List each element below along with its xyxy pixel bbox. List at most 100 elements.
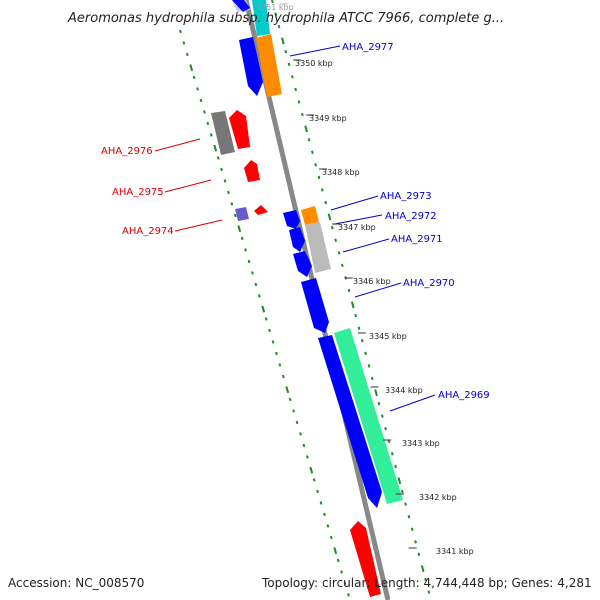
gc-dot-inner xyxy=(320,188,324,192)
kbp-tick-labels: 3351 kbp 3350 kbp 3349 kbp 3348 kbp 3347… xyxy=(256,3,474,556)
gene-feature-ahA-2977[interactable] xyxy=(239,37,263,96)
gc-dot-inner xyxy=(314,163,318,167)
topology-summary: Topology: circular; Length: 4,744,448 bp… xyxy=(261,576,592,590)
gene-feature-gray[interactable] xyxy=(211,111,235,155)
gene-feature-ahA-2971[interactable] xyxy=(293,251,312,277)
gene-feature-top-blue[interactable] xyxy=(232,0,250,12)
label-ahA-2969[interactable]: AHA_2969 xyxy=(438,390,490,401)
gc-dot-outer xyxy=(247,259,251,264)
gc-dot-outer xyxy=(305,455,309,459)
gc-dot-inner xyxy=(337,251,341,255)
gc-dot-outer xyxy=(343,581,347,586)
gc-dot-outer xyxy=(203,110,206,114)
leader-ahA-2970 xyxy=(354,282,402,298)
gc-dot-inner xyxy=(394,464,397,469)
gc-dot-inner xyxy=(410,527,414,531)
tick-label-3350: 3350 kbp xyxy=(295,59,333,68)
label-ahA-2977[interactable]: AHA_2977 xyxy=(342,42,394,53)
tick-label-3347: 3347 kbp xyxy=(338,223,376,232)
gene-feature-ahA-2974-a[interactable] xyxy=(235,207,249,221)
gc-dot-outer xyxy=(233,213,237,218)
label-ahA-2975[interactable]: AHA_2975 xyxy=(112,187,164,198)
gc-dot-outer xyxy=(223,179,227,183)
gc-dot-outer xyxy=(326,524,330,528)
gc-dot-outer xyxy=(261,305,266,313)
gc-dot-inner xyxy=(307,137,311,142)
gc-dot-inner xyxy=(367,364,371,368)
gc-dot-inner xyxy=(297,100,301,104)
gene-feature-ahA-2969-green[interactable] xyxy=(334,328,403,504)
gc-content-tracks xyxy=(179,0,431,597)
leader-ahA-2976 xyxy=(154,138,201,152)
gc-dot-inner xyxy=(310,150,314,154)
gc-dot-outer xyxy=(295,420,299,425)
gc-dot-outer xyxy=(292,409,295,413)
gc-dot-inner xyxy=(400,489,404,494)
gene-feature-orange-top[interactable] xyxy=(256,34,282,97)
gc-dot-outer xyxy=(227,190,230,195)
gc-dot-inner xyxy=(390,452,394,456)
gene-feature-ahA-2975[interactable] xyxy=(244,160,260,182)
leader-ahA-2977 xyxy=(289,45,341,57)
gc-dot-inner xyxy=(397,477,402,485)
gc-dot-inner xyxy=(284,50,288,54)
gc-dot-outer xyxy=(323,512,326,517)
tick-label-3342: 3342 kbp xyxy=(419,493,457,502)
gc-dot-inner xyxy=(360,339,364,343)
label-ahA-2976[interactable]: AHA_2976 xyxy=(101,146,153,157)
leader-ahA-2974 xyxy=(174,219,223,232)
leader-ahA-2975 xyxy=(164,179,212,193)
gene-feature-ahA-2976[interactable] xyxy=(229,110,250,149)
gc-dot-inner xyxy=(364,351,367,356)
gc-dot-inner xyxy=(317,175,321,180)
gc-dot-inner xyxy=(404,502,407,506)
leader-ahA-2971 xyxy=(342,238,390,253)
label-leader-lines xyxy=(154,45,436,412)
gc-dot-outer xyxy=(192,75,196,80)
gc-dot-inner xyxy=(427,590,431,594)
forward-strand-features xyxy=(232,0,403,508)
gc-dot-inner xyxy=(354,313,357,318)
gc-dot-outer xyxy=(254,282,258,287)
kbp-tick-marks xyxy=(279,3,417,549)
label-ahA-2970[interactable]: AHA_2970 xyxy=(403,278,455,289)
gc-dot-outer xyxy=(271,340,275,344)
gene-feature-bottom-red[interactable] xyxy=(350,521,381,597)
gc-dot-inner xyxy=(340,263,344,268)
gc-dot-outer xyxy=(336,558,340,563)
gene-feature-ahA-2974-b[interactable] xyxy=(254,205,268,215)
gene-feature-ahA-2972[interactable] xyxy=(289,227,305,252)
gc-dot-inner xyxy=(384,426,387,431)
label-ahA-2971[interactable]: AHA_2971 xyxy=(391,234,443,245)
gc-dot-outer xyxy=(288,397,292,402)
label-ahA-2973[interactable]: AHA_2973 xyxy=(380,191,432,202)
label-ahA-2972[interactable]: AHA_2972 xyxy=(385,211,437,222)
map-title: Aeromonas hydrophila subsp. hydrophila A… xyxy=(67,11,504,26)
gc-dot-outer xyxy=(319,501,323,505)
gc-dot-outer xyxy=(347,593,350,597)
gene-feature-ahA-2969-blue[interactable] xyxy=(318,335,382,508)
gc-dot-inner xyxy=(414,540,417,544)
gc-dot-inner xyxy=(287,62,291,66)
gc-dot-outer xyxy=(285,386,290,394)
gc-dot-outer xyxy=(251,271,254,275)
reverse-strand-features xyxy=(211,110,381,597)
gc-dot-outer xyxy=(179,29,182,34)
gc-dot-inner xyxy=(301,112,304,117)
gc-dot-outer xyxy=(312,478,316,482)
gene-feature-orange-2973[interactable] xyxy=(301,206,319,225)
gene-feature-ahA-2973[interactable] xyxy=(283,210,300,229)
gc-dot-outer xyxy=(216,156,220,160)
tick-label-3351: 3351 kbp xyxy=(256,3,294,12)
tick-label-3348: 3348 kbp xyxy=(322,168,360,177)
gene-feature-gray-2971[interactable] xyxy=(305,222,331,273)
gene-feature-ahA-2970[interactable] xyxy=(301,278,329,333)
gc-dot-inner xyxy=(380,414,384,418)
gc-dot-inner xyxy=(271,0,274,4)
gene-feature-top-cyan[interactable] xyxy=(252,0,270,36)
gc-dot-inner xyxy=(304,125,308,133)
gc-dot-outer xyxy=(281,374,285,379)
label-ahA-2974[interactable]: AHA_2974 xyxy=(122,226,174,237)
gc-dot-outer xyxy=(309,466,314,474)
